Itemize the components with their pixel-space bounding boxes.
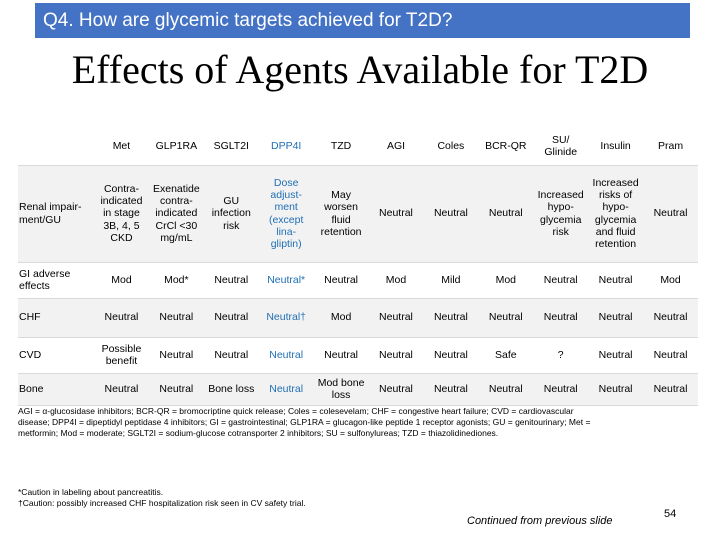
table-cell: ? <box>533 337 589 374</box>
column-header: DPP4I <box>258 128 314 166</box>
table-cell: Neutral <box>478 373 534 406</box>
table-cell: Mod bone loss <box>313 373 369 406</box>
table-cell: Dose adjust- ment (except lina- gliptin) <box>258 165 314 263</box>
header-row: Met GLP1RA SGLT2I DPP4I TZD AGI Coles BCR-QR SU/… <box>18 128 698 166</box>
table-cell: Contra- indicated in stage 3B, 4, 5 CKD <box>94 165 149 263</box>
footnotes: *Caution in labeling about pancreatitis.… <box>18 487 306 510</box>
table-cell: Neutral <box>533 298 589 338</box>
table-cell: Neutral <box>588 337 644 374</box>
table-cell: Increased risks of hypo- glycemia and fl… <box>588 165 644 263</box>
table-cell: Mod <box>94 262 149 299</box>
effects-table: Met GLP1RA SGLT2I DPP4I TZD AGI Coles BCR-QR SU/… <box>18 128 698 406</box>
table-cell: Neutral <box>423 298 479 338</box>
table-cell: Neutral <box>423 165 479 263</box>
table-cell: Neutral <box>533 373 589 406</box>
table-cell: Neutral* <box>258 262 314 299</box>
table-cell: Neutral <box>643 165 698 263</box>
table-cell: Neutral <box>203 262 259 299</box>
page-number: 54 <box>664 508 677 520</box>
table-cell: Neutral <box>313 262 369 299</box>
table-cell: Mild <box>423 262 479 299</box>
table-cell: Neutral <box>533 262 589 299</box>
table-cell: Exenatide contra- indicated CrCl <30 mg/… <box>148 165 204 263</box>
column-header: BCR-QR <box>478 128 534 166</box>
corner-cell <box>18 128 94 166</box>
table-cell: Neutral <box>368 298 424 338</box>
table-cell: Mod <box>313 298 369 338</box>
table-cell: Neutral <box>148 373 204 406</box>
column-header: Met <box>94 128 149 166</box>
table-row: GI adverse effects Mod Mod* Neutral Neutral*… <box>18 262 698 299</box>
table-cell: GU infection risk <box>203 165 259 263</box>
column-header: Pram <box>643 128 698 166</box>
table-cell: Neutral <box>258 373 314 406</box>
footnote: *Caution in labeling about pancreatitis. <box>18 487 164 497</box>
table-cell: Mod* <box>148 262 204 299</box>
table-cell: Neutral <box>148 337 204 374</box>
row-header: Bone <box>18 373 94 406</box>
table-cell: Increased hypo- glycemia risk <box>533 165 589 263</box>
column-header: AGI <box>368 128 424 166</box>
column-header: Coles <box>423 128 479 166</box>
slide-title: Effects of Agents Available for T2D <box>71 47 649 92</box>
table-cell: Possible benefit <box>94 337 149 374</box>
table-cell: Neutral <box>368 337 424 374</box>
table-cell: Mod <box>368 262 424 299</box>
row-header: Renal impair- ment/GU <box>18 165 94 263</box>
column-header: GLP1RA <box>148 128 204 166</box>
table-cell: Neutral <box>423 337 479 374</box>
continued-note: Continued from previous slide <box>467 515 613 527</box>
table-cell: Neutral <box>313 337 369 374</box>
row-header: GI adverse effects <box>18 262 94 299</box>
column-header: SGLT2I <box>203 128 259 166</box>
table-cell: Neutral <box>203 337 259 374</box>
table-row: CHF Neutral Neutral Neutral Neutral† Mod Neutr… <box>18 298 698 338</box>
table-row: Bone Neutral Neutral Bone loss Neutral Mod bo… <box>18 373 698 406</box>
table-cell: Neutral <box>643 337 698 374</box>
table-row: CVD Possible benefit Neutral Neutral Neutral… <box>18 337 698 374</box>
table-cell: Bone loss <box>203 373 259 406</box>
table-cell: Mod <box>478 262 534 299</box>
row-header: CVD <box>18 337 94 374</box>
table-cell: Neutral <box>588 262 644 299</box>
table-cell: Neutral <box>368 165 424 263</box>
table-cell: Neutral <box>94 373 149 406</box>
table-cell: Neutral <box>478 298 534 338</box>
table-cell: Neutral <box>423 373 479 406</box>
table-cell: Neutral <box>203 298 259 338</box>
table-cell: Neutral <box>478 165 534 263</box>
column-header: SU/ Glinide <box>533 128 589 166</box>
table-cell: Neutral <box>643 373 698 406</box>
table-cell: Neutral <box>258 337 314 374</box>
column-header: Insulin <box>588 128 644 166</box>
footnote: †Caution: possibly increased CHF hospita… <box>18 498 306 509</box>
header-bar: Q4. How are glycemic targets achieved fo… <box>35 3 690 38</box>
table-cell: May worsen fluid retention <box>313 165 369 263</box>
table-cell: Neutral <box>94 298 149 338</box>
abbreviations: AGI = α-glucosidase inhibitors; BCR-QR =… <box>18 406 591 439</box>
table-cell: Neutral† <box>258 298 314 338</box>
row-header: CHF <box>18 298 94 338</box>
table-cell: Neutral <box>588 298 644 338</box>
table-cell: Neutral <box>368 373 424 406</box>
table-cell: Neutral <box>643 298 698 338</box>
column-header: TZD <box>313 128 369 166</box>
table-row: Renal impair- ment/GU Contra- indicated i… <box>18 165 698 263</box>
table-cell: Mod <box>643 262 698 299</box>
table-cell: Neutral <box>148 298 204 338</box>
table-cell: Safe <box>478 337 534 374</box>
table-cell: Neutral <box>588 373 644 406</box>
